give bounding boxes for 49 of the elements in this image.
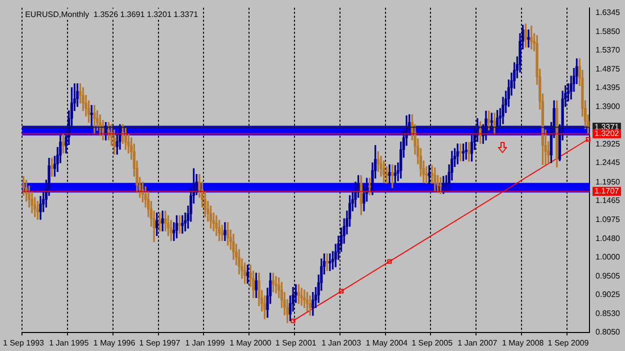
y-tick-label: 1.2445 — [596, 158, 621, 168]
y-tick-label: 1.4875 — [596, 64, 621, 74]
x-tick-label: 1 Sep 1993 — [3, 338, 45, 348]
candlestick — [388, 164, 391, 184]
y-tick-label: 1.0975 — [596, 214, 621, 224]
point — [387, 259, 392, 264]
y-tick-label: 0.9025 — [596, 290, 621, 300]
y-tick-label: 1.5850 — [596, 26, 621, 36]
candlestick — [527, 29, 530, 48]
ref-line-label: 1.3371 — [594, 122, 620, 132]
chart-title: EURUSD,Monthly 1.3526 1.3691 1.3201 1.3371 — [25, 10, 199, 20]
x-tick-label: 1 Sep 2005 — [412, 338, 454, 348]
x-tick-label: 1 Jan 1995 — [49, 338, 90, 348]
ref-line-label: 1.3202 — [594, 128, 620, 138]
y-tick-label: 1.4395 — [596, 82, 621, 92]
y-tick-label: 1.6345 — [596, 8, 621, 17]
y-tick-label: 1.1950 — [596, 177, 621, 186]
y-tick-label: 1.0480 — [596, 234, 621, 243]
candlestick — [328, 253, 332, 272]
x-tick-label: 1 Jan 2007 — [458, 338, 498, 348]
candlestick — [468, 142, 470, 162]
y-tick-label: 0.8050 — [596, 328, 621, 337]
x-tick-label: 1 May 2008 — [502, 338, 544, 348]
candlestick — [161, 210, 164, 232]
ref-line-label: 1.1707 — [594, 186, 620, 196]
x-tick-label: 1 May 2000 — [230, 338, 272, 348]
y-tick-label: 1.5370 — [596, 45, 621, 54]
x-tick-label: 1 Sep 2001 — [275, 338, 317, 348]
y-tick-label: 0.9505 — [596, 272, 621, 281]
y-tick-label: 0.8530 — [596, 309, 621, 318]
candlestick — [308, 295, 312, 316]
candlestick — [178, 215, 181, 234]
x-tick-label: 1 Sep 2009 — [548, 338, 590, 348]
x-tick-label: 1 May 1996 — [93, 338, 136, 348]
point — [290, 318, 296, 324]
y-tick-label: 1.0000 — [596, 252, 621, 262]
x-tick-label: 1 May 2004 — [366, 338, 408, 348]
x-tick-label: 1 Jan 1999 — [185, 338, 226, 348]
candlestick — [224, 222, 226, 241]
point — [339, 288, 344, 294]
x-tick-label: 1 Jan 2003 — [321, 338, 362, 348]
y-tick-label: 1.2925 — [596, 140, 621, 149]
candlestick — [300, 288, 303, 306]
candlestick — [459, 144, 462, 162]
point — [586, 136, 590, 142]
y-tick-label: 1.3900 — [596, 102, 621, 112]
candlestick — [439, 177, 442, 194]
y-tick-label: 1.1465 — [596, 196, 621, 205]
x-tick-label: 1 Sep 1997 — [139, 338, 181, 348]
